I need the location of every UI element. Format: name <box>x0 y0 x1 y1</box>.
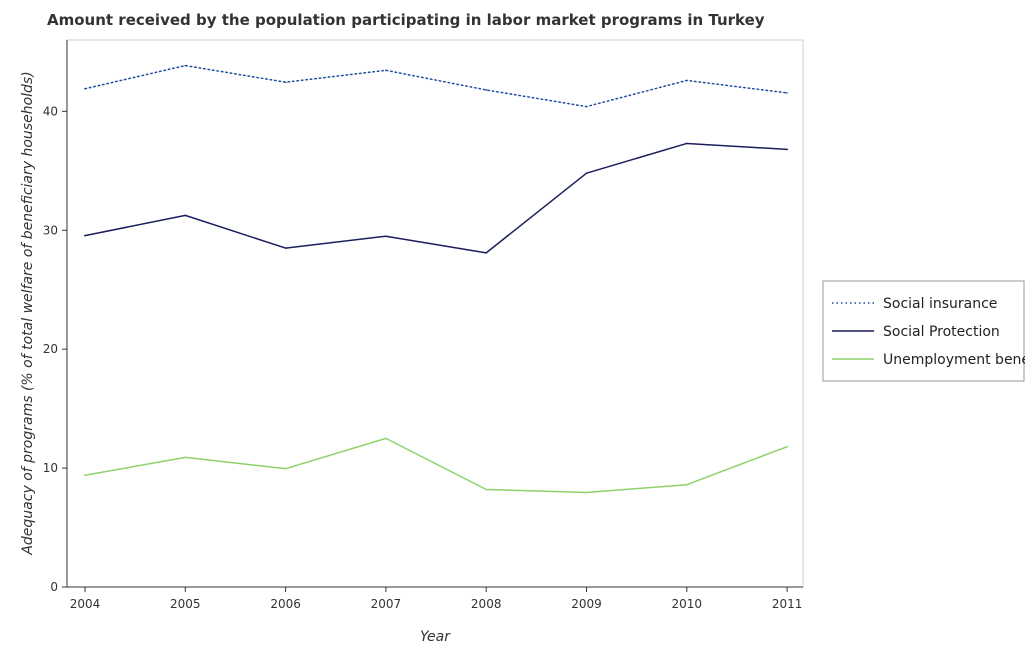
data-point <box>284 247 287 249</box>
data-point <box>84 87 86 90</box>
x-axis: 2004 2005 2006 2007 2008 2009 2010 2011 <box>67 586 803 611</box>
data-point <box>686 483 688 486</box>
series-layer <box>84 64 788 494</box>
data-point <box>184 214 187 217</box>
data-point <box>84 234 86 237</box>
y-tick-label: 30 <box>43 223 58 237</box>
data-point <box>585 105 588 108</box>
data-point <box>786 148 788 151</box>
data-point <box>284 467 287 470</box>
y-axis: 0 10 20 30 40 <box>43 40 68 594</box>
x-tick-label: 2007 <box>371 597 402 611</box>
data-point <box>385 235 387 238</box>
x-tick-label: 2010 <box>672 597 703 611</box>
data-point <box>585 172 588 174</box>
data-point <box>385 437 387 440</box>
data-point <box>184 64 187 67</box>
x-tick-label: 2004 <box>70 597 101 611</box>
chart-title: Amount received by the population partic… <box>47 11 765 29</box>
y-tick-label: 40 <box>43 104 58 118</box>
data-point <box>284 81 287 84</box>
data-point <box>385 69 387 72</box>
data-point <box>184 456 187 459</box>
data-point <box>786 92 788 94</box>
x-tick-label: 2011 <box>772 597 803 611</box>
y-tick-label: 20 <box>43 342 58 356</box>
series-line-unemployment-benefits <box>84 437 788 494</box>
x-tick-label: 2006 <box>270 597 301 611</box>
x-tick-label: 2008 <box>471 597 502 611</box>
plot-area <box>66 39 804 588</box>
data-point <box>84 474 86 477</box>
x-tick-label: 2009 <box>571 597 602 611</box>
data-point <box>686 142 688 145</box>
data-point <box>485 89 488 91</box>
x-axis-label: Year <box>420 629 451 645</box>
legend-label: Unemployment benefits <box>883 352 1025 368</box>
data-point <box>585 491 588 494</box>
y-tick-label: 0 <box>50 580 58 594</box>
legend-label: Social Protection <box>883 324 1000 340</box>
x-tick-label: 2005 <box>170 597 201 611</box>
legend: Social insurance Social Protection Unemplo… <box>822 280 1025 382</box>
series-line-social-protection <box>84 142 788 254</box>
data-point <box>786 445 788 448</box>
series-line-social-insurance <box>84 64 788 108</box>
data-point <box>485 252 488 254</box>
data-point <box>485 488 488 491</box>
y-axis-label: Adequacy of programs (% of total welfare… <box>20 71 36 555</box>
y-tick-label: 10 <box>43 461 58 475</box>
legend-label: Social insurance <box>883 296 997 312</box>
data-point <box>686 79 688 82</box>
